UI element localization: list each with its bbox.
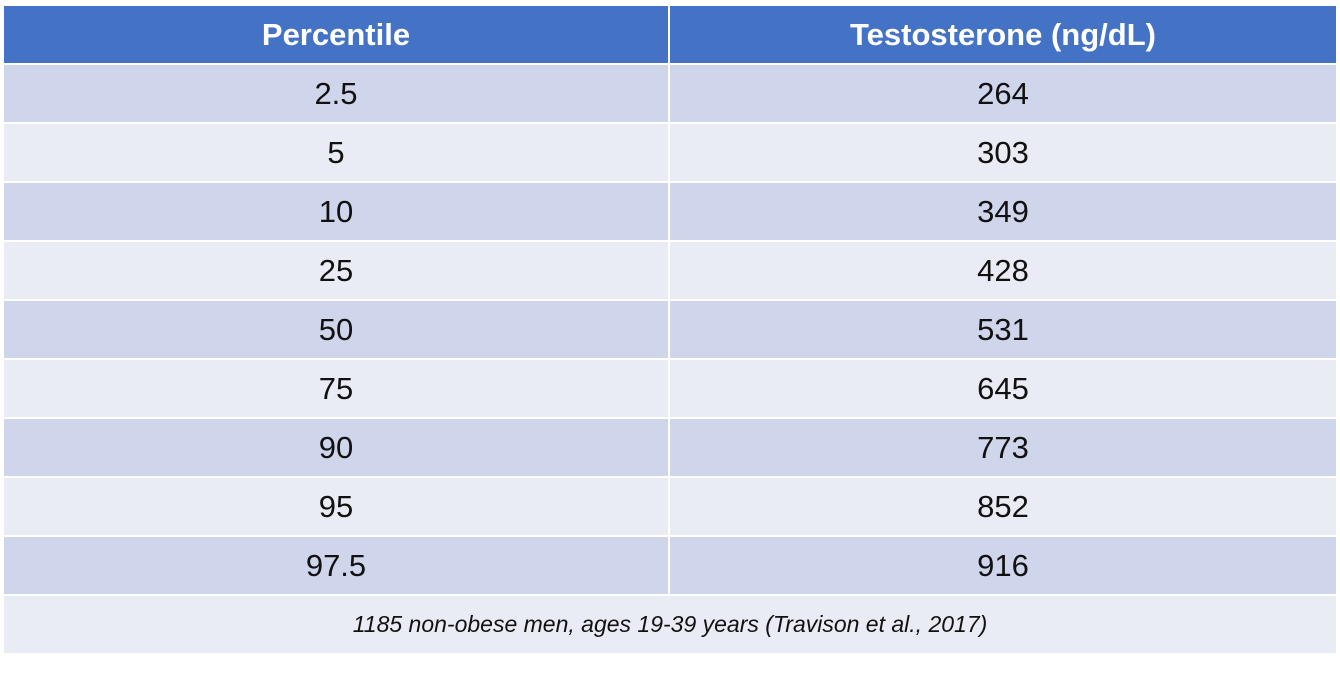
cell-percentile: 5 bbox=[2, 122, 670, 183]
cell-testosterone: 773 bbox=[668, 417, 1338, 478]
cell-percentile: 90 bbox=[2, 417, 670, 478]
table-row: 10 349 bbox=[2, 181, 1338, 242]
cell-percentile: 25 bbox=[2, 240, 670, 301]
header-testosterone: Testosterone (ng/dL) bbox=[668, 4, 1338, 65]
cell-testosterone: 852 bbox=[668, 476, 1338, 537]
cell-percentile: 50 bbox=[2, 299, 670, 360]
table-row: 90 773 bbox=[2, 417, 1338, 478]
cell-percentile: 75 bbox=[2, 358, 670, 419]
cell-testosterone: 916 bbox=[668, 535, 1338, 596]
table-header-row: Percentile Testosterone (ng/dL) bbox=[2, 4, 1338, 65]
percentile-table-container: Percentile Testosterone (ng/dL) 2.5 264 … bbox=[2, 4, 1338, 655]
table-footnote: 1185 non-obese men, ages 19-39 years (Tr… bbox=[2, 594, 1338, 655]
cell-testosterone: 645 bbox=[668, 358, 1338, 419]
header-percentile: Percentile bbox=[2, 4, 670, 65]
table-row: 75 645 bbox=[2, 358, 1338, 419]
table-row: 50 531 bbox=[2, 299, 1338, 360]
table-row: 25 428 bbox=[2, 240, 1338, 301]
cell-percentile: 10 bbox=[2, 181, 670, 242]
cell-testosterone: 531 bbox=[668, 299, 1338, 360]
table-row: 95 852 bbox=[2, 476, 1338, 537]
table-row: 97.5 916 bbox=[2, 535, 1338, 596]
cell-testosterone: 303 bbox=[668, 122, 1338, 183]
cell-percentile: 2.5 bbox=[2, 63, 670, 124]
table-row: 2.5 264 bbox=[2, 63, 1338, 124]
table-row: 5 303 bbox=[2, 122, 1338, 183]
cell-testosterone: 349 bbox=[668, 181, 1338, 242]
percentile-table: Percentile Testosterone (ng/dL) 2.5 264 … bbox=[2, 4, 1338, 655]
cell-percentile: 95 bbox=[2, 476, 670, 537]
cell-testosterone: 264 bbox=[668, 63, 1338, 124]
cell-testosterone: 428 bbox=[668, 240, 1338, 301]
table-footnote-row: 1185 non-obese men, ages 19-39 years (Tr… bbox=[2, 594, 1338, 655]
cell-percentile: 97.5 bbox=[2, 535, 670, 596]
